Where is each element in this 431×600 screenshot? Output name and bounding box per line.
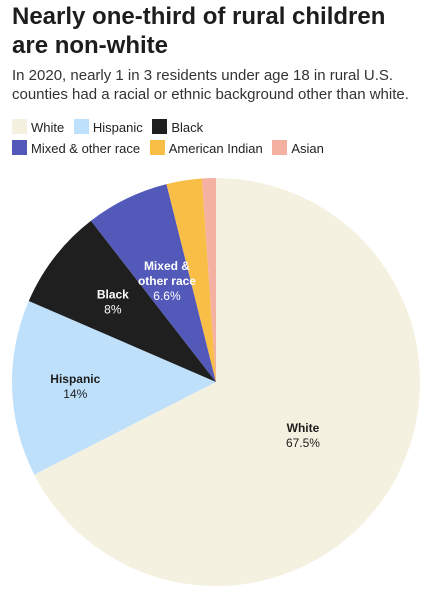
- legend-swatch: [12, 140, 27, 155]
- legend-swatch: [149, 140, 165, 155]
- slice-label: other race: [138, 274, 196, 288]
- legend-item-white: White: [12, 117, 64, 138]
- slice-value-label: 67.5%: [286, 436, 320, 450]
- legend-swatch: [272, 140, 288, 155]
- slice-label: Mixed &: [144, 259, 190, 273]
- pie-slice-white: [34, 178, 420, 586]
- legend-label: Hispanic: [92, 120, 143, 135]
- legend-label: American Indian: [168, 141, 263, 156]
- chart-subtitle: In 2020, nearly 1 in 3 residents under a…: [12, 67, 409, 103]
- legend-swatch: [12, 119, 27, 134]
- pie-slice-mixed-other-race: [90, 184, 216, 382]
- slice-value-label: 8%: [104, 302, 122, 316]
- legend-label: Black: [171, 120, 204, 135]
- slice-label: White: [287, 421, 320, 435]
- pie-slice-asian: [201, 178, 216, 382]
- slice-label: Hispanic: [50, 372, 100, 386]
- legend-swatch: [73, 119, 89, 134]
- legend-item-hispanic: Hispanic: [73, 117, 143, 138]
- slice-value-label: 14%: [63, 387, 87, 401]
- legend-item-mixed: Mixed & other race: [12, 138, 140, 159]
- legend: White Hispanic Black Mixed & other race …: [12, 117, 342, 159]
- slice-label: Black: [97, 287, 129, 301]
- slice-value-label: 6.6%: [153, 289, 181, 303]
- legend-item-asian: Asian: [272, 138, 324, 159]
- pie-slice-hispanic: [11, 300, 216, 475]
- legend-item-black: Black: [152, 117, 203, 138]
- pie-slice-american-indian: [166, 178, 216, 382]
- legend-label: Asian: [291, 141, 324, 156]
- chart-title: Nearly one-third of rural children are n…: [12, 3, 386, 59]
- legend-swatch: [152, 119, 168, 134]
- legend-label: Mixed & other race: [31, 141, 141, 156]
- legend-item-american-indian: American Indian: [149, 138, 263, 159]
- legend-label: White: [31, 120, 65, 135]
- pie-slice-black: [28, 220, 216, 382]
